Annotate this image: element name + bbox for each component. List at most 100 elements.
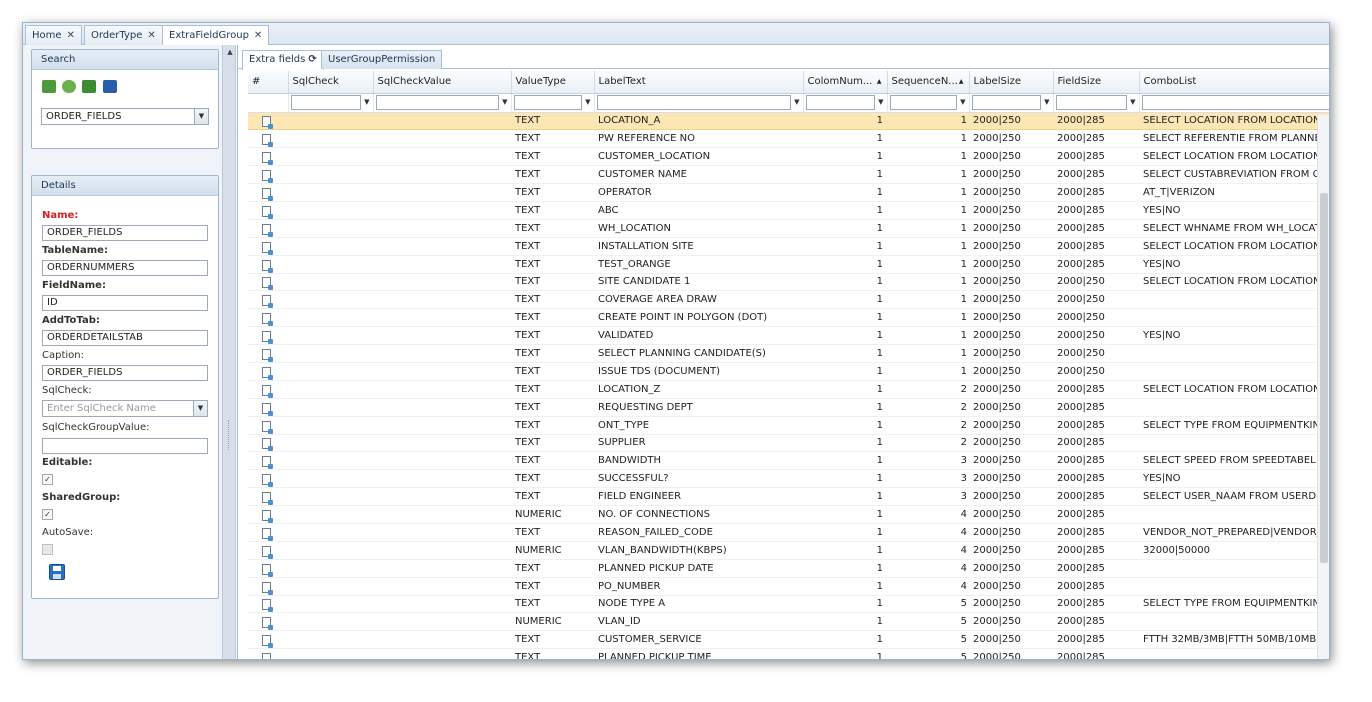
sqlcheckvalue-cell[interactable]: [373, 183, 511, 202]
sqlcheckvalue-cell[interactable]: [373, 559, 511, 578]
labeltext-cell[interactable]: TEST_ORANGE: [594, 255, 803, 274]
combolist-cell[interactable]: SELECT TYPE FROM EQUIPMENTKIND: [1139, 416, 1329, 435]
table-row[interactable]: TEXT OPERATOR 1 1 2000|250 2000|285 AT_T|VERIZ…: [248, 183, 1329, 202]
labelsize-cell[interactable]: 2000|250: [969, 201, 1053, 220]
edit-document-icon[interactable]: [262, 599, 273, 612]
edit-document-icon[interactable]: [262, 384, 273, 398]
edit-document-icon[interactable]: [262, 349, 273, 362]
combolist-cell[interactable]: FTTH 32MB/3MB|FTTH 50MB/10MB: [1139, 630, 1329, 650]
close-icon[interactable]: ✕: [66, 30, 75, 41]
valuetype-cell[interactable]: TEXT: [511, 523, 594, 542]
filter-icon[interactable]: ▼: [585, 98, 591, 106]
colomnum-cell[interactable]: 1: [803, 416, 887, 435]
fieldsize-cell[interactable]: 2000|285: [1053, 112, 1139, 131]
labeltext-cell[interactable]: VLAN_ID: [594, 612, 803, 632]
labelsize-cell[interactable]: 2000|250: [969, 416, 1053, 435]
labelsize-cell[interactable]: 2000|250: [969, 612, 1053, 632]
labeltext-cell[interactable]: REQUESTING DEPT: [594, 398, 803, 417]
row-edit-cell[interactable]: [248, 237, 288, 256]
row-edit-cell[interactable]: [248, 648, 288, 659]
sqlcheckvalue-cell[interactable]: [373, 290, 511, 310]
table-row[interactable]: TEXT PLANNED PICKUP TIME 1 5 2000|250 2000|28…: [248, 648, 1329, 659]
filter-input[interactable]: ▼: [805, 95, 884, 110]
labeltext-cell[interactable]: BANDWIDTH: [594, 451, 803, 471]
labelsize-cell[interactable]: 2000|250: [969, 398, 1053, 417]
labelsize-cell[interactable]: 2000|250: [969, 469, 1053, 489]
fieldsize-cell[interactable]: 2000|250: [1053, 290, 1139, 310]
sqlcheckvalue-cell[interactable]: [373, 469, 511, 489]
sqlcheck-cell[interactable]: [288, 505, 373, 524]
labeltext-cell[interactable]: FIELD ENGINEER: [594, 487, 803, 507]
valuetype-cell[interactable]: TEXT: [511, 577, 594, 596]
combolist-cell[interactable]: SELECT REFERENTIE FROM PLANNED: [1139, 129, 1329, 149]
sqlcheckvalue-cell[interactable]: [373, 308, 511, 328]
valuetype-cell[interactable]: TEXT: [511, 326, 594, 346]
sqlcheck-cell[interactable]: [288, 201, 373, 220]
autosave-checkbox[interactable]: [42, 544, 53, 555]
chevron-down-icon[interactable]: ▼: [193, 401, 207, 416]
sqlcheck-cell[interactable]: [288, 416, 373, 435]
row-edit-cell[interactable]: [248, 183, 288, 202]
filter-icon[interactable]: ▼: [794, 98, 800, 106]
filter-input[interactable]: [1141, 95, 1329, 110]
edit-document-icon[interactable]: [262, 366, 273, 380]
fieldsize-cell[interactable]: 2000|285: [1053, 469, 1139, 489]
table-row[interactable]: TEXT SUPPLIER 1 2 2000|250 2000|285: [248, 434, 1329, 453]
fieldsize-cell[interactable]: 2000|250: [1053, 362, 1139, 381]
sqlcheck-cell[interactable]: [288, 147, 373, 167]
sqlcheckvalue-cell[interactable]: [373, 344, 511, 363]
tab-extrafieldgroup[interactable]: ExtraFieldGroup ✕: [162, 25, 270, 46]
row-edit-cell[interactable]: [248, 541, 288, 560]
sqlcheckvalue-cell[interactable]: [373, 237, 511, 256]
sqlcheckvalue-cell[interactable]: [373, 541, 511, 560]
row-edit-cell[interactable]: [248, 129, 288, 149]
colomnum-cell[interactable]: 1: [803, 648, 887, 659]
combolist-cell[interactable]: AT_T|VERIZON: [1139, 183, 1329, 202]
sqlcheckvalue-cell[interactable]: [373, 523, 511, 542]
combolist-cell[interactable]: [1139, 505, 1329, 524]
fieldsize-cell[interactable]: 2000|285: [1053, 648, 1139, 659]
row-edit-cell[interactable]: [248, 219, 288, 238]
fieldsize-cell[interactable]: 2000|285: [1053, 595, 1139, 614]
sequencenum-cell[interactable]: 1: [887, 129, 969, 149]
table-row[interactable]: NUMERIC VLAN_BANDWIDTH(KBPS) 1 4 2000|250 200…: [248, 541, 1329, 560]
valuetype-cell[interactable]: TEXT: [511, 255, 594, 274]
edit-document-icon[interactable]: [262, 510, 273, 523]
sqlcheckvalue-cell[interactable]: [373, 255, 511, 274]
editable-checkbox[interactable]: ✓: [42, 474, 53, 485]
sequencenum-cell[interactable]: 4: [887, 577, 969, 596]
filter-icon[interactable]: ▼: [878, 98, 884, 106]
labeltext-cell[interactable]: PO_NUMBER: [594, 577, 803, 596]
fieldsize-cell[interactable]: 2000|285: [1053, 612, 1139, 632]
edit-document-icon[interactable]: [262, 653, 271, 659]
valuetype-cell[interactable]: TEXT: [511, 183, 594, 202]
colomnum-cell[interactable]: 1: [803, 219, 887, 238]
sqlcheck-cell[interactable]: [288, 398, 373, 417]
sequencenum-cell[interactable]: 2: [887, 380, 969, 399]
valuetype-cell[interactable]: TEXT: [511, 308, 594, 328]
row-edit-cell[interactable]: [248, 505, 288, 524]
combolist-cell[interactable]: SELECT CUSTABREVIATION FROM CU: [1139, 165, 1329, 185]
table-row[interactable]: TEXT CUSTOMER_LOCATION 1 1 2000|250 2000|285 S…: [248, 147, 1329, 167]
labeltext-cell[interactable]: SITE CANDIDATE 1: [594, 273, 803, 292]
sequencenum-cell[interactable]: 1: [887, 147, 969, 167]
fieldsize-cell[interactable]: 2000|285: [1053, 434, 1139, 453]
sequencenum-cell[interactable]: 2: [887, 416, 969, 435]
edit-document-icon[interactable]: [262, 205, 273, 219]
edit-document-icon[interactable]: [262, 152, 273, 165]
edit-document-icon[interactable]: [262, 313, 273, 326]
sqlcheckvalue-cell[interactable]: [373, 434, 511, 453]
sqlcheck-cell[interactable]: [288, 469, 373, 489]
fieldsize-cell[interactable]: 2000|285: [1053, 219, 1139, 238]
labelsize-cell[interactable]: 2000|250: [969, 344, 1053, 363]
fieldsize-cell[interactable]: 2000|250: [1053, 326, 1139, 346]
sqlcheckvalue-cell[interactable]: [373, 612, 511, 632]
sequencenum-cell[interactable]: 4: [887, 523, 969, 542]
row-edit-cell[interactable]: [248, 595, 288, 614]
sequencenum-cell[interactable]: 1: [887, 112, 969, 131]
labeltext-cell[interactable]: PW REFERENCE NO: [594, 129, 803, 149]
valuetype-cell[interactable]: TEXT: [511, 165, 594, 185]
labeltext-cell[interactable]: LOCATION_Z: [594, 380, 803, 399]
sqlcheckvalue-cell[interactable]: [373, 487, 511, 507]
row-edit-cell[interactable]: [248, 612, 288, 632]
